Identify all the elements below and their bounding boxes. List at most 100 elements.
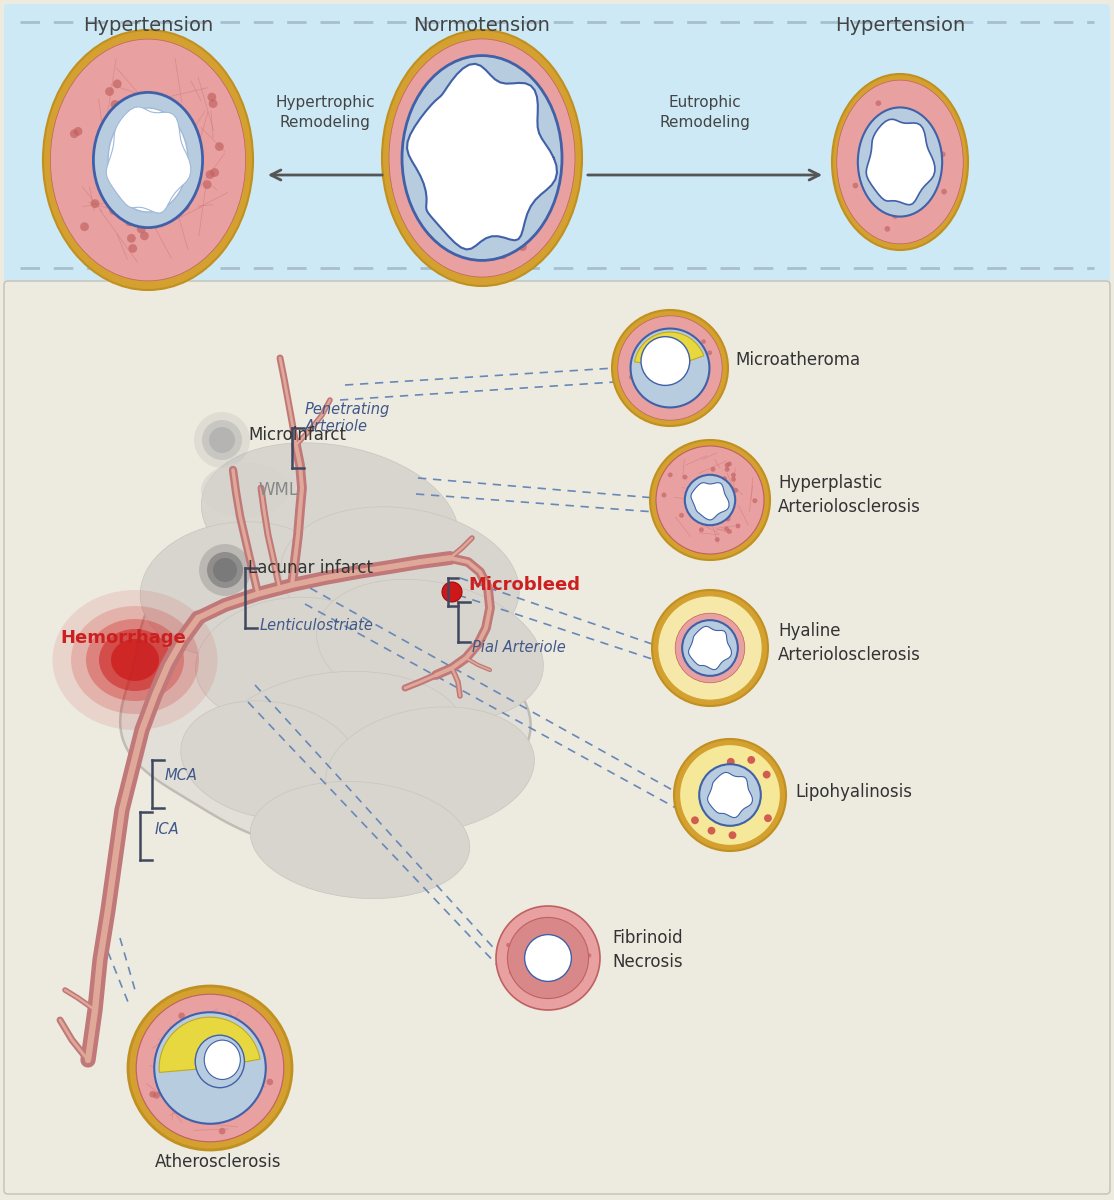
Circle shape — [222, 1098, 227, 1105]
Circle shape — [574, 953, 578, 958]
Circle shape — [698, 527, 704, 532]
Ellipse shape — [71, 606, 199, 714]
Circle shape — [907, 210, 912, 216]
Circle shape — [208, 100, 217, 108]
Text: Hypertension: Hypertension — [82, 16, 213, 35]
Circle shape — [463, 215, 472, 223]
Ellipse shape — [316, 580, 544, 721]
Circle shape — [248, 1066, 254, 1073]
Circle shape — [731, 476, 736, 481]
Circle shape — [113, 79, 121, 89]
Ellipse shape — [649, 440, 770, 560]
Circle shape — [105, 88, 114, 96]
Circle shape — [874, 186, 881, 192]
Circle shape — [892, 214, 898, 218]
Polygon shape — [407, 64, 557, 250]
Circle shape — [694, 370, 698, 373]
Circle shape — [924, 143, 929, 149]
Circle shape — [561, 934, 566, 938]
Circle shape — [546, 986, 550, 991]
Circle shape — [543, 919, 547, 924]
Circle shape — [166, 1054, 173, 1060]
Circle shape — [207, 92, 216, 102]
Circle shape — [534, 934, 538, 937]
Circle shape — [467, 218, 475, 227]
Ellipse shape — [657, 595, 762, 701]
Ellipse shape — [496, 906, 600, 1010]
Circle shape — [516, 108, 525, 116]
Polygon shape — [691, 482, 729, 520]
Ellipse shape — [111, 638, 159, 680]
Circle shape — [203, 180, 212, 188]
Circle shape — [110, 100, 119, 109]
Polygon shape — [106, 107, 190, 214]
Circle shape — [727, 529, 732, 534]
Circle shape — [691, 816, 698, 824]
Ellipse shape — [196, 598, 384, 722]
Ellipse shape — [641, 337, 690, 385]
Ellipse shape — [680, 744, 781, 845]
Circle shape — [715, 538, 720, 542]
Circle shape — [763, 770, 771, 779]
Circle shape — [499, 251, 507, 259]
Polygon shape — [707, 773, 752, 817]
Circle shape — [752, 498, 758, 503]
Circle shape — [211, 168, 219, 176]
Wedge shape — [635, 332, 704, 368]
Polygon shape — [867, 119, 935, 205]
Circle shape — [242, 1061, 248, 1067]
Ellipse shape — [631, 329, 710, 408]
Circle shape — [243, 1092, 250, 1099]
Circle shape — [125, 217, 134, 227]
Text: WML: WML — [258, 481, 299, 499]
Text: Hypertension: Hypertension — [834, 16, 965, 35]
Circle shape — [867, 158, 872, 164]
Circle shape — [629, 374, 634, 379]
Ellipse shape — [140, 522, 340, 659]
Circle shape — [109, 206, 118, 215]
Circle shape — [518, 242, 527, 251]
Text: Penetrating
Arteriole: Penetrating Arteriole — [305, 402, 390, 434]
Ellipse shape — [858, 108, 942, 216]
Text: Microbleed: Microbleed — [468, 576, 580, 594]
Ellipse shape — [215, 671, 465, 809]
Circle shape — [941, 188, 947, 194]
Ellipse shape — [389, 38, 575, 277]
Circle shape — [207, 552, 243, 588]
Ellipse shape — [674, 739, 786, 851]
Circle shape — [74, 127, 82, 136]
Text: Lipohyalinosis: Lipohyalinosis — [795, 782, 912, 802]
Circle shape — [727, 462, 732, 467]
Circle shape — [491, 251, 499, 259]
Ellipse shape — [251, 781, 470, 899]
Ellipse shape — [656, 446, 764, 554]
Ellipse shape — [837, 80, 964, 244]
Circle shape — [664, 340, 670, 344]
Text: Eutrophic
Remodeling: Eutrophic Remodeling — [659, 95, 751, 130]
Circle shape — [726, 514, 731, 518]
Circle shape — [90, 199, 99, 208]
Text: Hypertrophic
Remodeling: Hypertrophic Remodeling — [275, 95, 374, 130]
Circle shape — [215, 142, 224, 151]
Circle shape — [726, 758, 735, 766]
Ellipse shape — [43, 30, 253, 290]
Text: Lenticulostriate: Lenticulostriate — [260, 618, 374, 634]
Circle shape — [137, 224, 146, 234]
Ellipse shape — [525, 935, 571, 982]
Circle shape — [140, 232, 149, 240]
Circle shape — [97, 179, 106, 187]
Circle shape — [432, 190, 440, 198]
Ellipse shape — [201, 462, 289, 517]
Circle shape — [526, 930, 530, 934]
Circle shape — [662, 492, 666, 498]
Text: Pial Arteriole: Pial Arteriole — [472, 640, 566, 655]
Text: Hyaline
Arteriolosclerosis: Hyaline Arteriolosclerosis — [778, 622, 921, 664]
Circle shape — [725, 467, 730, 472]
Circle shape — [218, 1128, 225, 1134]
Circle shape — [509, 971, 514, 974]
Circle shape — [246, 1032, 253, 1039]
Circle shape — [725, 516, 731, 522]
Ellipse shape — [612, 310, 729, 426]
Circle shape — [266, 1079, 273, 1085]
Text: Fibrinoid
Necrosis: Fibrinoid Necrosis — [612, 929, 683, 971]
